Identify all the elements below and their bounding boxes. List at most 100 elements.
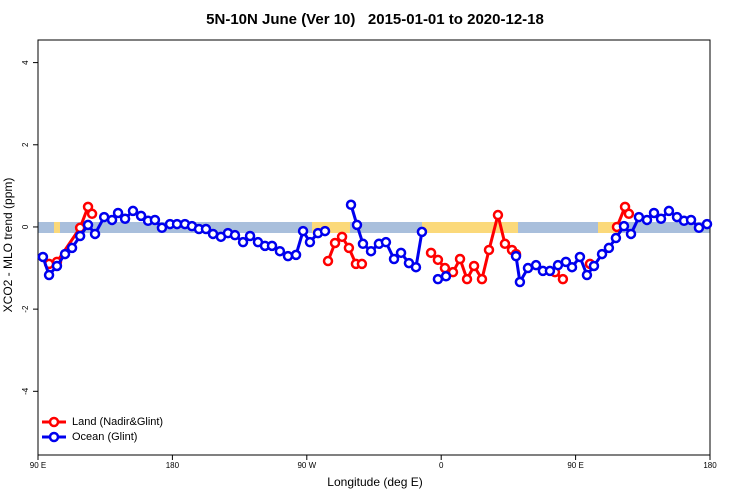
data-point [329, 237, 341, 249]
data-point [282, 250, 294, 262]
data-point [641, 214, 653, 226]
data-point [648, 207, 660, 219]
data-point [156, 222, 168, 234]
ocean-band [38, 222, 710, 233]
data-point [440, 271, 452, 282]
x-tick-label: 0 [439, 461, 444, 470]
data-point [522, 262, 534, 274]
y-tick-label: -2 [21, 305, 30, 313]
data-point [106, 214, 118, 226]
data-point [304, 236, 316, 248]
data-point [499, 238, 511, 250]
data-point [59, 248, 71, 260]
y-tick-label: 0 [21, 224, 30, 229]
data-point [86, 208, 98, 220]
data-point [432, 273, 444, 285]
x-axis-label: Longitude (deg E) [327, 475, 422, 489]
legend-marker [48, 431, 60, 443]
data-point [66, 242, 78, 254]
data-point [476, 273, 488, 285]
data-point [588, 260, 600, 272]
chart-title: 5N-10N June (Ver 10) 2015-01-01 to 2020-… [206, 11, 544, 28]
data-point [37, 251, 49, 263]
data-point [388, 253, 400, 265]
data-point [244, 230, 256, 242]
data-point [395, 247, 407, 259]
data-point [290, 249, 302, 261]
land-band [54, 222, 60, 233]
data-point [633, 211, 645, 223]
data-point [560, 256, 572, 268]
data-point [357, 238, 369, 250]
data-point [618, 220, 630, 232]
data-point [343, 242, 355, 254]
land-band [422, 222, 518, 233]
x-tick-label: 90 W [297, 461, 316, 470]
data-point [610, 232, 622, 244]
x-tick-label: 90 E [30, 461, 46, 470]
data-point [693, 222, 705, 234]
data-point [685, 214, 697, 226]
data-point [200, 223, 212, 235]
x-tick-label: 90 E [567, 461, 583, 470]
x-tick-label: 180 [703, 461, 717, 470]
data-point [149, 214, 161, 226]
data-point [581, 269, 593, 281]
data-point [274, 245, 286, 257]
data-point [336, 231, 348, 243]
legend-label: Ocean (Glint) [72, 431, 137, 443]
data-point [510, 250, 522, 262]
data-point [119, 213, 131, 224]
data-point [623, 208, 635, 220]
data-point [297, 225, 309, 237]
data-point [356, 258, 368, 270]
land-band [598, 222, 620, 233]
data-point [557, 273, 569, 285]
data-point [432, 254, 444, 266]
data-point [425, 247, 437, 259]
data-point [603, 242, 615, 254]
data-point [566, 261, 578, 273]
data-point [625, 228, 637, 240]
data-point [89, 228, 101, 240]
data-point [655, 213, 667, 224]
data-point [345, 199, 357, 211]
data-point [574, 251, 586, 263]
legend-marker [48, 416, 60, 428]
data-point [454, 253, 466, 265]
data-point [380, 236, 392, 248]
data-point [468, 260, 480, 272]
data-point [461, 273, 473, 285]
y-tick-label: -4 [21, 387, 30, 395]
data-point [596, 248, 608, 260]
data-point [365, 245, 377, 257]
data-point [51, 260, 63, 272]
data-point [351, 219, 363, 231]
x-tick-label: 180 [166, 461, 180, 470]
legend-label: Land (Nadir&Glint) [72, 416, 163, 428]
surface-band [38, 222, 710, 233]
data-point [43, 269, 55, 281]
data-point [530, 259, 542, 271]
y-axis-label: XCO2 - MLO trend (ppm) [1, 178, 15, 313]
data-point [112, 207, 124, 219]
y-tick-label: 2 [21, 142, 30, 147]
data-point [82, 219, 94, 231]
y-tick-label: 4 [21, 60, 30, 65]
data-point [410, 261, 422, 273]
data-point [229, 229, 241, 241]
land-band [312, 222, 350, 233]
data-point [439, 262, 451, 274]
data-point [127, 205, 139, 217]
data-point [492, 209, 504, 221]
data-point [514, 276, 526, 288]
data-point [135, 210, 147, 222]
data-point [483, 244, 495, 256]
data-point [74, 230, 86, 242]
data-point [544, 265, 556, 277]
data-point [237, 236, 249, 248]
plot-frame [37, 39, 711, 456]
data-point [322, 255, 334, 267]
data-point [319, 225, 331, 237]
